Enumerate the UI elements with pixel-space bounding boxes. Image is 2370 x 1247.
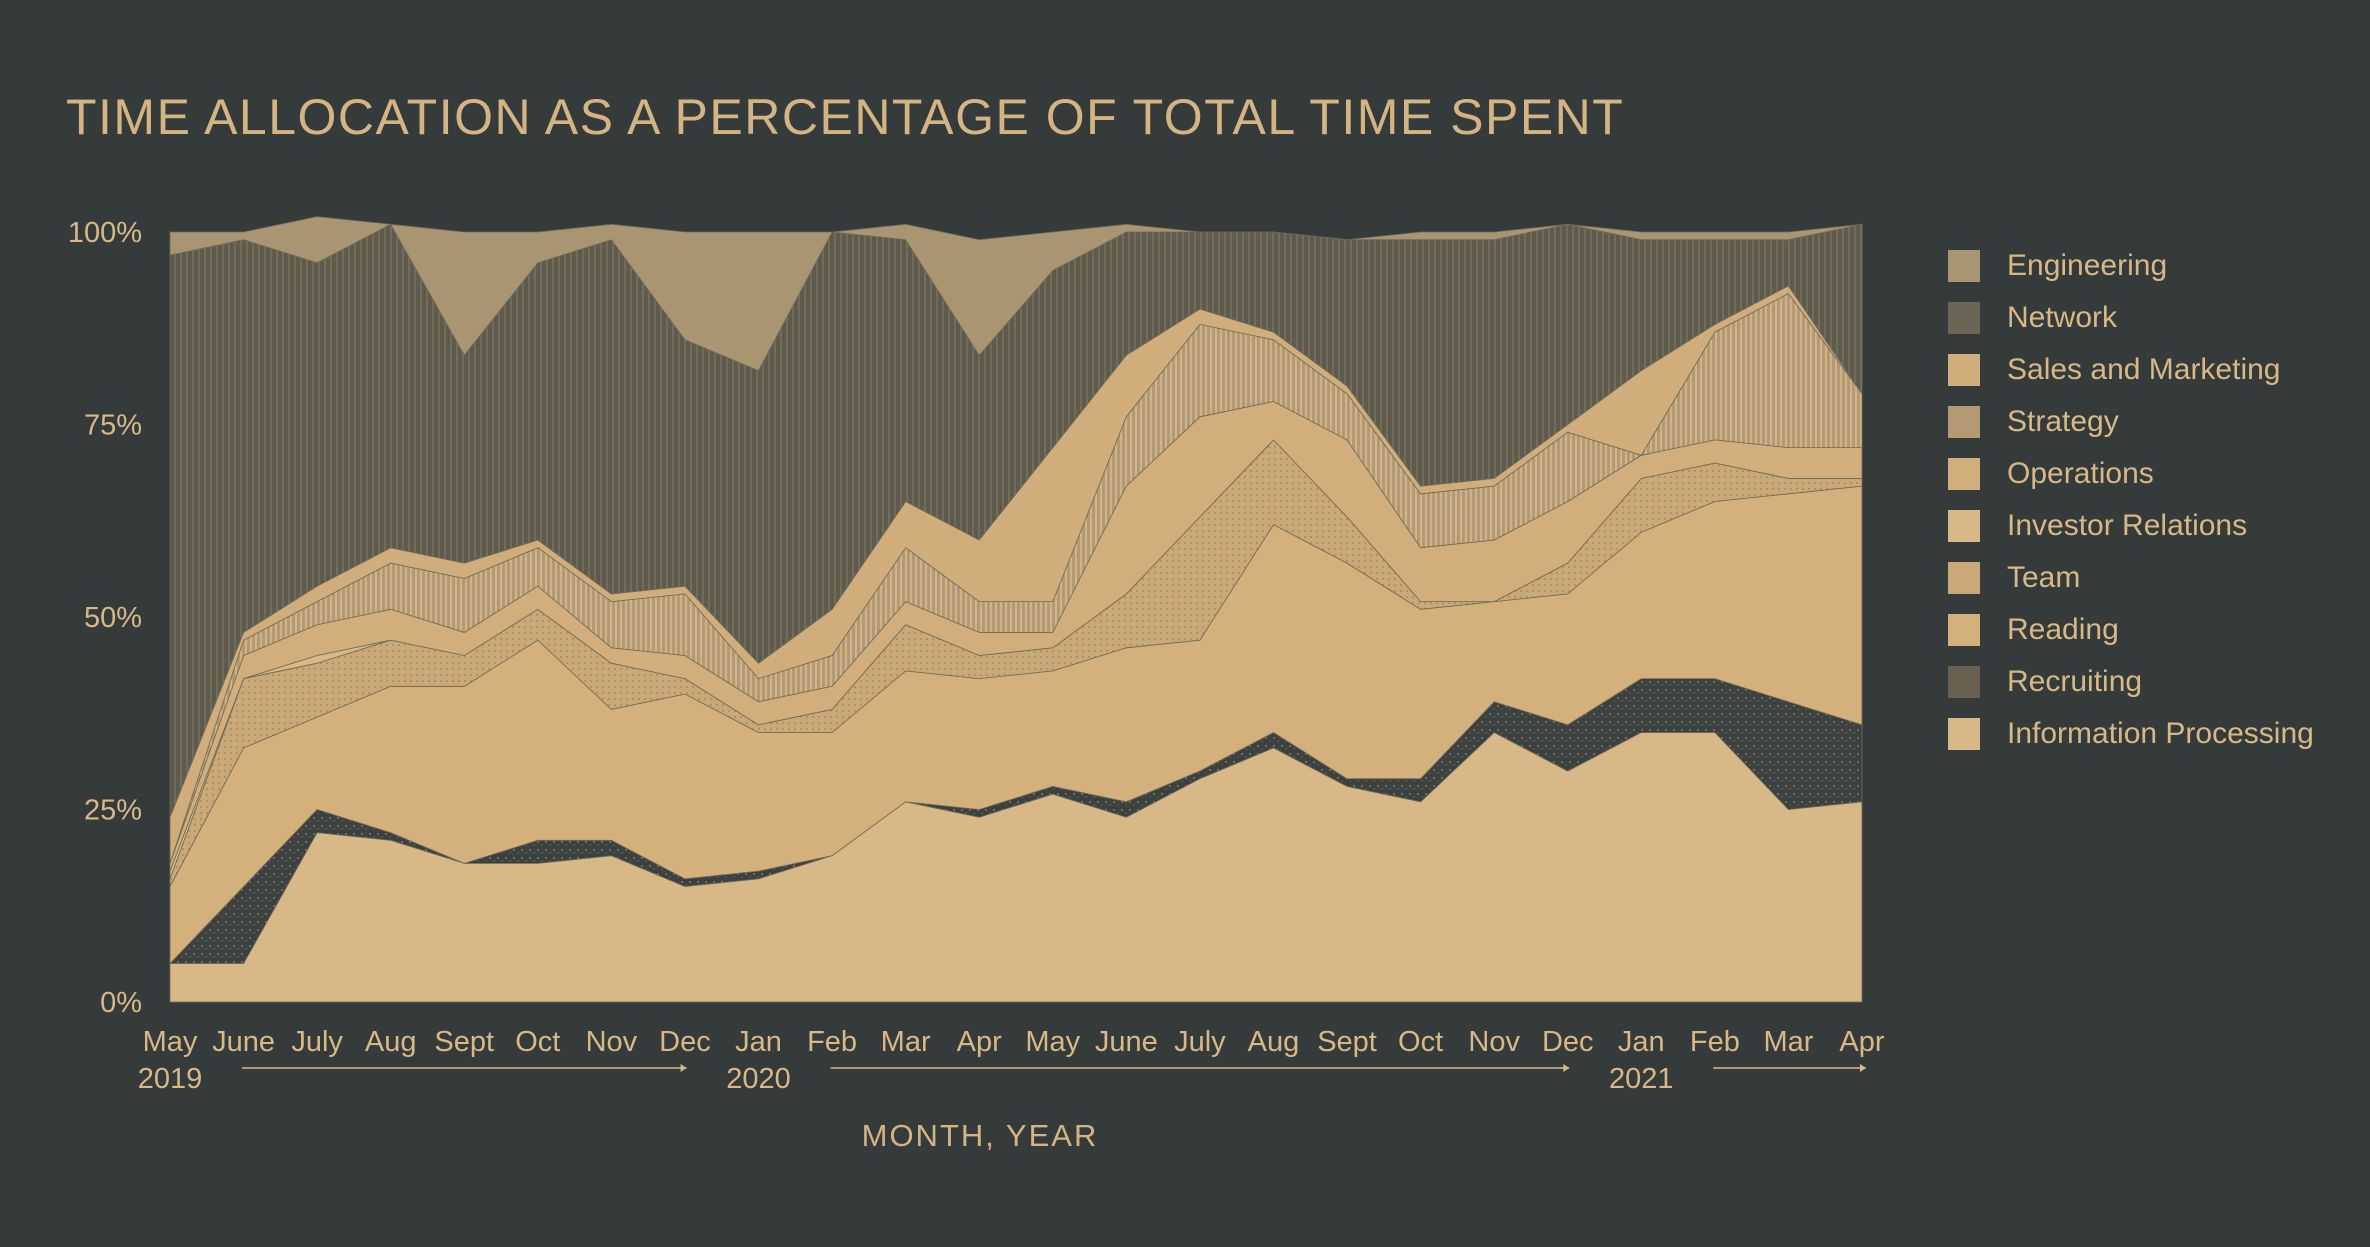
- legend-swatch: [1948, 250, 1980, 282]
- legend-swatch: [1948, 666, 1980, 698]
- legend-swatch: [1948, 562, 1980, 594]
- legend-item-investor-relations: Investor Relations: [1948, 500, 2314, 552]
- x-tick-label: Jan: [735, 1026, 782, 1058]
- legend-label: Operations: [2007, 457, 2154, 490]
- legend-swatch: [1948, 406, 1980, 438]
- y-tick-label: 75%: [84, 410, 142, 442]
- x-tick-label: Oct: [515, 1026, 560, 1058]
- area-engineering: [169, 216, 1863, 372]
- x-tick-label: June: [212, 1026, 275, 1058]
- x-tick-label: Feb: [807, 1026, 857, 1058]
- x-tick-label: Jan: [1618, 1026, 1665, 1058]
- y-tick-label: 50%: [84, 602, 142, 634]
- legend-item-engineering: Engineering: [1948, 240, 2314, 292]
- x-axis-title: MONTH, YEAR: [861, 1118, 1099, 1153]
- year-span-arrow-icon: [1860, 1064, 1866, 1072]
- legend-label: Network: [2007, 301, 2118, 334]
- x-tick-label: Aug: [365, 1026, 417, 1058]
- legend-item-network: Network: [1948, 292, 2314, 344]
- year-span-arrow-icon: [1563, 1064, 1570, 1072]
- x-tick-label: Aug: [1248, 1026, 1300, 1058]
- legend-label: Investor Relations: [2007, 509, 2248, 542]
- legend-swatch: [1948, 302, 1980, 334]
- y-tick-label: 100%: [68, 217, 142, 249]
- x-tick-label: May: [1025, 1026, 1080, 1058]
- x-tick-label: Sept: [1317, 1026, 1377, 1058]
- x-tick-label: July: [291, 1026, 343, 1058]
- legend-swatch: [1948, 718, 1980, 750]
- legend-item-sales-and-marketing: Sales and Marketing: [1948, 344, 2314, 396]
- chart-title: TIME ALLOCATION AS A PERCENTAGE OF TOTAL…: [66, 89, 1625, 145]
- legend-label: Team: [2007, 561, 2081, 594]
- legend-item-strategy: Strategy: [1948, 396, 2314, 448]
- x-tick-label: Apr: [957, 1026, 1002, 1058]
- x-tick-label: May: [143, 1026, 198, 1058]
- x-tick-label: Oct: [1398, 1026, 1443, 1058]
- x-tick-label: Mar: [1763, 1026, 1813, 1058]
- x-tick-label: Apr: [1839, 1026, 1884, 1058]
- x-tick-label: Sept: [434, 1026, 494, 1058]
- y-tick-label: 0%: [100, 987, 142, 1019]
- legend-item-recruiting: Recruiting: [1948, 656, 2314, 708]
- legend-item-reading: Reading: [1948, 604, 2314, 656]
- legend-label: Information Processing: [2007, 717, 2314, 750]
- x-tick-label: Mar: [881, 1026, 931, 1058]
- year-span-arrow-icon: [680, 1064, 687, 1072]
- legend-item-information-processing: Information Processing: [1948, 708, 2314, 760]
- x-tick-label: Feb: [1690, 1026, 1740, 1058]
- year-label: 2020: [726, 1063, 791, 1095]
- x-tick-label: July: [1174, 1026, 1226, 1058]
- legend-swatch: [1948, 458, 1980, 490]
- year-label: 2019: [138, 1063, 203, 1095]
- y-tick-label: 25%: [84, 795, 142, 827]
- legend-label: Reading: [2007, 613, 2119, 646]
- legend-swatch: [1948, 354, 1980, 386]
- legend-label: Sales and Marketing: [2007, 353, 2281, 386]
- x-tick-label: Nov: [1468, 1026, 1520, 1058]
- legend-label: Strategy: [2007, 405, 2119, 438]
- x-tick-label: Dec: [1542, 1026, 1594, 1058]
- x-tick-label: Dec: [659, 1026, 711, 1058]
- x-tick-label: Nov: [586, 1026, 638, 1058]
- legend-label: Engineering: [2007, 249, 2168, 282]
- legend-item-team: Team: [1948, 552, 2314, 604]
- x-tick-label: June: [1095, 1026, 1158, 1058]
- legend-swatch: [1948, 510, 1980, 542]
- chart-legend: Engineering Network Sales and Marketing Str…: [1948, 240, 2314, 760]
- legend-swatch: [1948, 614, 1980, 646]
- year-label: 2021: [1609, 1063, 1674, 1095]
- legend-label: Recruiting: [2007, 665, 2143, 698]
- legend-item-operations: Operations: [1948, 448, 2314, 500]
